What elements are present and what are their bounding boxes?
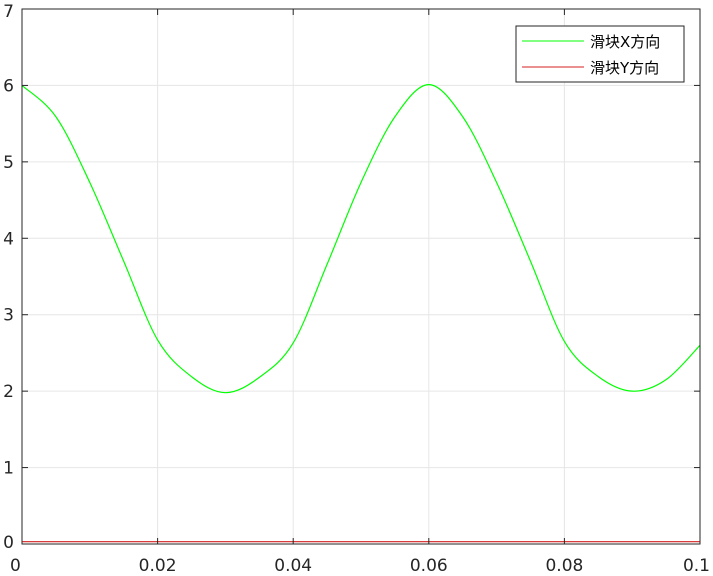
y-tick-label: 1 (3, 459, 14, 479)
y-tick-label: 3 (3, 306, 14, 326)
legend-box (515, 25, 685, 83)
x-tick-label: 0.04 (274, 556, 312, 576)
y-tick-label: 2 (3, 382, 14, 402)
x-tick-label: 0.06 (410, 556, 448, 576)
legend-label-y: 滑块Y方向 (590, 59, 659, 77)
axes-box (21, 8, 701, 545)
y-axis-ticks: 0 1 2 3 4 5 6 7 (3, 2, 700, 553)
y-tick-label: 4 (3, 229, 14, 249)
y-tick-label: 7 (3, 2, 14, 22)
series-lines (21, 84, 701, 543)
plot-area (22, 9, 700, 544)
y-tick-label: 5 (3, 153, 14, 173)
legend-label-x: 滑块X方向 (590, 33, 660, 51)
legend: 滑块X方向 滑块Y方向 (515, 25, 685, 83)
x-tick-label: 0 (10, 556, 21, 576)
x-tick-label: 0.1 (683, 556, 710, 576)
x-tick-label: 0.02 (139, 556, 177, 576)
y-tick-label: 0 (3, 533, 14, 553)
x-axis-ticks: 0 0.02 0.04 0.06 0.08 0.1 (10, 9, 710, 576)
series-line-0 (21, 84, 701, 394)
y-tick-label: 6 (3, 76, 14, 96)
x-tick-label: 0.08 (545, 556, 583, 576)
